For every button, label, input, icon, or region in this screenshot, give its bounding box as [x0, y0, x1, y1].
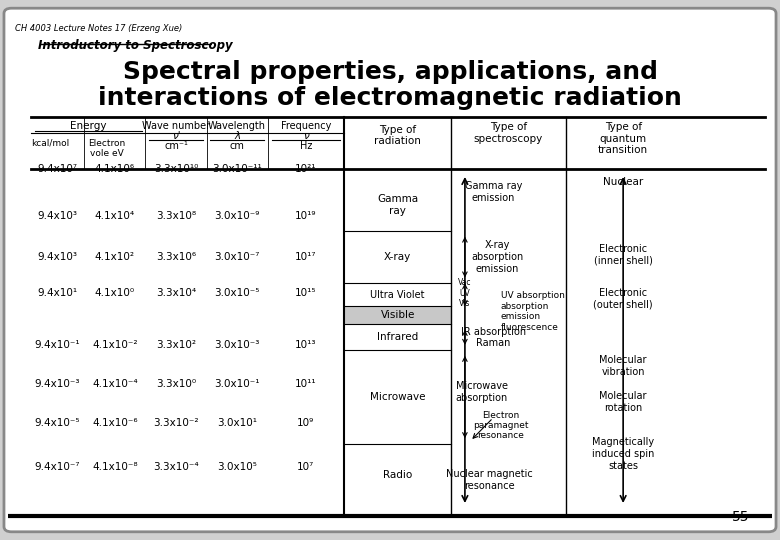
Text: 55: 55: [732, 510, 750, 524]
Text: 4.1x10⁻²: 4.1x10⁻²: [92, 340, 137, 350]
Text: Gamma ray
emission: Gamma ray emission: [465, 181, 522, 203]
Text: 3.0x10⁻⁵: 3.0x10⁻⁵: [215, 288, 260, 298]
Text: Microwave: Microwave: [370, 392, 425, 402]
Text: cm: cm: [229, 141, 245, 151]
Text: 4.1x10²: 4.1x10²: [95, 252, 135, 262]
Text: 10⁷: 10⁷: [297, 462, 314, 472]
Text: Molecular
vibration: Molecular vibration: [599, 355, 647, 377]
Text: Wave number: Wave number: [142, 121, 210, 131]
Text: Magnetically
induced spin
states: Magnetically induced spin states: [592, 437, 654, 471]
Text: 3.3x10⁻²: 3.3x10⁻²: [153, 418, 199, 428]
Text: UV absorption
absorption
emission
fluorescence: UV absorption absorption emission fluore…: [501, 292, 565, 332]
Text: 3.0x10⁻³: 3.0x10⁻³: [215, 340, 260, 350]
Text: Nuclear: Nuclear: [603, 177, 644, 187]
Text: Hz: Hz: [300, 141, 312, 151]
Text: 9.4x10⁷: 9.4x10⁷: [37, 164, 77, 174]
Text: 9.4x10³: 9.4x10³: [37, 252, 77, 262]
Text: ν: ν: [303, 131, 309, 141]
Text: 10¹⁹: 10¹⁹: [295, 211, 317, 220]
Text: λ: λ: [234, 131, 240, 141]
Text: 9.4x10³: 9.4x10³: [37, 211, 77, 220]
Text: 10¹¹: 10¹¹: [295, 379, 317, 389]
Text: Vac
UV
Vis: Vac UV Vis: [458, 279, 472, 308]
Text: 3.3x10¹⁰: 3.3x10¹⁰: [154, 164, 198, 174]
Text: Visible: Visible: [381, 310, 415, 320]
Text: 9.4x10⁻⁷: 9.4x10⁻⁷: [35, 462, 80, 472]
FancyBboxPatch shape: [4, 8, 776, 532]
Text: Electron
paramagnet
resonance: Electron paramagnet resonance: [473, 410, 529, 441]
Text: 10¹⁵: 10¹⁵: [295, 288, 317, 298]
Text: 10⁹: 10⁹: [297, 418, 314, 428]
Text: X-ray
absorption
emission: X-ray absorption emission: [471, 240, 523, 274]
Text: Molecular
rotation: Molecular rotation: [599, 392, 647, 413]
Text: X-ray: X-ray: [384, 252, 411, 262]
Text: Type of
spectroscopy: Type of spectroscopy: [474, 122, 543, 144]
Text: 4.1x10⁰: 4.1x10⁰: [94, 288, 135, 298]
Text: kcal/mol: kcal/mol: [30, 139, 69, 148]
Text: Radio: Radio: [383, 470, 413, 480]
Text: 9.4x10⁻³: 9.4x10⁻³: [35, 379, 80, 389]
Text: 10²¹: 10²¹: [295, 164, 317, 174]
Text: 3.0x10⁻⁷: 3.0x10⁻⁷: [215, 252, 260, 262]
Text: Electronic
(inner shell): Electronic (inner shell): [594, 244, 653, 265]
Text: 3.0x10⁵: 3.0x10⁵: [217, 462, 257, 472]
Text: Nuclear magnetic
resonance: Nuclear magnetic resonance: [446, 469, 533, 491]
Text: 9.4x10¹: 9.4x10¹: [37, 288, 77, 298]
Text: 3.0x10⁻¹: 3.0x10⁻¹: [215, 379, 260, 389]
Text: 3.3x10⁴: 3.3x10⁴: [156, 288, 196, 298]
Text: 4.1x10⁴: 4.1x10⁴: [94, 211, 135, 220]
Text: 3.3x10⁶: 3.3x10⁶: [156, 252, 196, 262]
Text: 10¹³: 10¹³: [295, 340, 317, 350]
Text: 3.3x10⁸: 3.3x10⁸: [156, 211, 196, 220]
Text: Type of
quantum
transition: Type of quantum transition: [598, 122, 648, 156]
Text: cm⁻¹: cm⁻¹: [164, 141, 188, 151]
Text: 3.3x10⁰: 3.3x10⁰: [156, 379, 196, 389]
Text: Electronic
(outer shell): Electronic (outer shell): [594, 288, 653, 309]
Text: Ultra Violet: Ultra Violet: [370, 289, 425, 300]
Text: 10¹⁷: 10¹⁷: [295, 252, 317, 262]
Text: Wavelength: Wavelength: [208, 121, 266, 131]
Text: Spectral properties, applications, and: Spectral properties, applications, and: [122, 60, 658, 84]
Text: 9.4x10⁻¹: 9.4x10⁻¹: [34, 340, 80, 350]
Text: IR absorption
Raman: IR absorption Raman: [461, 327, 526, 348]
Text: Infrared: Infrared: [377, 333, 418, 342]
Text: 3.3x10⁻⁴: 3.3x10⁻⁴: [153, 462, 199, 472]
Text: Electron
vole eV: Electron vole eV: [89, 139, 126, 158]
Text: Introductory to Spectroscopy: Introductory to Spectroscopy: [38, 39, 233, 52]
Text: Gamma
ray: Gamma ray: [377, 194, 418, 216]
Text: 4.1x10⁻⁴: 4.1x10⁻⁴: [92, 379, 137, 389]
Text: 3.0x10⁻⁹: 3.0x10⁻⁹: [215, 211, 260, 220]
Text: Energy: Energy: [70, 121, 106, 131]
Text: 3.0x10⁻¹¹: 3.0x10⁻¹¹: [212, 164, 262, 174]
Text: Microwave
absorption: Microwave absorption: [456, 381, 508, 403]
Text: 3.0x10¹: 3.0x10¹: [217, 418, 257, 428]
Text: CH 4003 Lecture Notes 17 (Erzeng Xue): CH 4003 Lecture Notes 17 (Erzeng Xue): [16, 24, 183, 33]
Text: 4.1x10⁻⁸: 4.1x10⁻⁸: [92, 462, 137, 472]
Bar: [344, 306, 451, 325]
Text: Type of
radiation: Type of radiation: [374, 125, 421, 146]
Text: 4.1x10⁶: 4.1x10⁶: [94, 164, 135, 174]
Text: Frequency: Frequency: [281, 121, 331, 131]
Text: 4.1x10⁻⁶: 4.1x10⁻⁶: [92, 418, 137, 428]
Text: 9.4x10⁻⁵: 9.4x10⁻⁵: [35, 418, 80, 428]
Text: ν': ν': [172, 131, 180, 141]
Text: interactions of electromagnetic radiation: interactions of electromagnetic radiatio…: [98, 86, 682, 110]
Text: 3.3x10²: 3.3x10²: [156, 340, 196, 350]
